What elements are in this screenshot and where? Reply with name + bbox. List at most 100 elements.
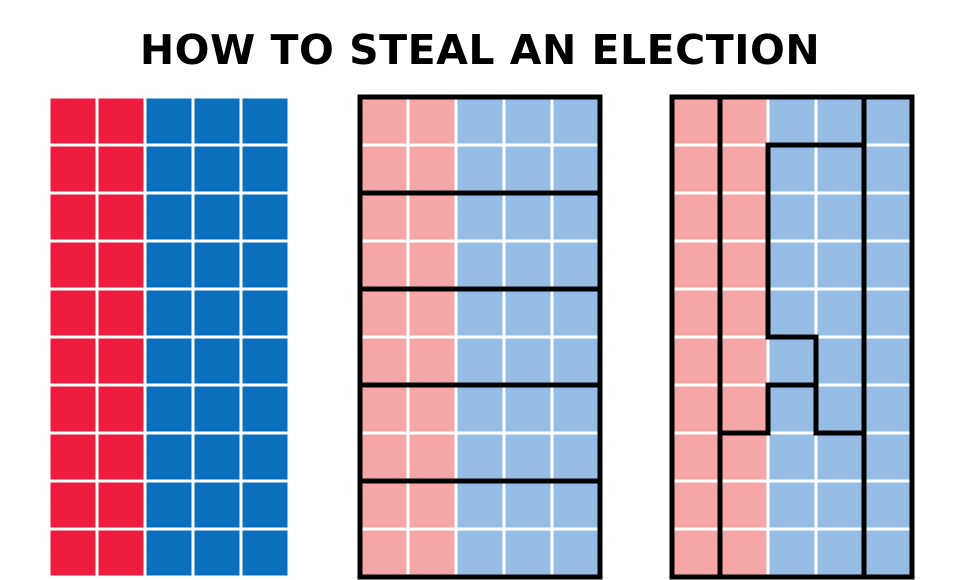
voter-cell-blue <box>817 434 863 480</box>
voter-cell-red <box>50 98 96 144</box>
voter-cell-blue <box>194 386 240 432</box>
voter-cell-blue <box>242 482 288 528</box>
voter-cell-red <box>673 434 719 480</box>
voter-cell-red <box>98 242 144 288</box>
voter-cell-blue <box>505 98 551 144</box>
voter-cell-red <box>50 386 96 432</box>
voter-cell-blue <box>553 146 599 192</box>
voter-cell-red <box>409 146 455 192</box>
voter-cell-blue <box>457 146 503 192</box>
voter-cell-red <box>673 338 719 384</box>
voter-cell-red <box>409 194 455 240</box>
district-boundaries <box>669 94 915 580</box>
voter-cell-red <box>409 530 455 576</box>
voter-cell-blue <box>457 98 503 144</box>
voter-cell-blue <box>769 434 815 480</box>
voter-cell-red <box>673 98 719 144</box>
voter-cell-blue <box>242 146 288 192</box>
voter-cell-blue <box>457 530 503 576</box>
voter-cell-red <box>361 530 407 576</box>
voter-cell-blue <box>865 482 911 528</box>
voter-cell-blue <box>865 194 911 240</box>
voter-cell-red <box>361 290 407 336</box>
voter-cell-red <box>361 242 407 288</box>
voter-cell-blue <box>146 98 192 144</box>
voter-cell-blue <box>242 98 288 144</box>
voter-cell-blue <box>457 242 503 288</box>
voter-cell-red <box>673 242 719 288</box>
voter-cell-blue <box>146 242 192 288</box>
voter-cell-red <box>409 290 455 336</box>
voter-cell-blue <box>505 434 551 480</box>
voter-cell-red <box>721 98 767 144</box>
voter-cell-blue <box>817 530 863 576</box>
voter-cell-blue <box>817 194 863 240</box>
voter-cell-blue <box>553 98 599 144</box>
voter-cell-blue <box>817 98 863 144</box>
voter-cell-blue <box>817 386 863 432</box>
voter-cell-red <box>673 146 719 192</box>
voter-cell-blue <box>146 530 192 576</box>
voter-cell-blue <box>457 482 503 528</box>
voter-cell-blue <box>769 530 815 576</box>
voter-cell-blue <box>146 338 192 384</box>
voter-cell-blue <box>505 242 551 288</box>
voter-cell-red <box>361 146 407 192</box>
voter-cell-blue <box>553 194 599 240</box>
panel-voters <box>50 98 288 576</box>
voter-cell-blue <box>817 338 863 384</box>
voter-cell-blue <box>194 482 240 528</box>
voter-cell-red <box>98 290 144 336</box>
voter-cell-red <box>98 338 144 384</box>
panel-gerrymandered-districts <box>669 94 915 580</box>
voter-cell-red <box>673 290 719 336</box>
voter-cell-red <box>721 338 767 384</box>
voter-cell-blue <box>865 338 911 384</box>
voter-cell-blue <box>817 242 863 288</box>
voter-cell-red <box>98 530 144 576</box>
voter-cell-red <box>98 98 144 144</box>
voter-cell-red <box>361 194 407 240</box>
voter-cell-blue <box>865 386 911 432</box>
voter-cell-blue <box>865 98 911 144</box>
voter-cell-red <box>98 434 144 480</box>
voter-cell-blue <box>457 386 503 432</box>
voter-cell-blue <box>865 290 911 336</box>
district-boundaries <box>357 94 603 580</box>
voter-cell-blue <box>505 482 551 528</box>
voter-cell-red <box>721 146 767 192</box>
title: HOW TO STEAL AN ELECTION <box>139 26 821 74</box>
voter-cell-red <box>98 386 144 432</box>
voter-cell-red <box>721 482 767 528</box>
voter-cell-red <box>50 482 96 528</box>
voter-cell-red <box>50 194 96 240</box>
voter-cell-blue <box>457 194 503 240</box>
voter-cell-blue <box>817 146 863 192</box>
voter-cell-red <box>673 482 719 528</box>
voter-cell-red <box>98 146 144 192</box>
voter-cell-blue <box>865 242 911 288</box>
voter-cell-red <box>673 530 719 576</box>
voter-cell-blue <box>194 290 240 336</box>
voter-cell-blue <box>769 98 815 144</box>
panel-compact-districts <box>357 94 603 580</box>
voter-cell-red <box>409 434 455 480</box>
voter-cell-blue <box>242 434 288 480</box>
voter-cell-blue <box>553 290 599 336</box>
voter-cell-red <box>50 242 96 288</box>
voter-cell-blue <box>194 434 240 480</box>
voter-cell-blue <box>242 530 288 576</box>
voter-cell-red <box>50 530 96 576</box>
voter-cell-red <box>721 290 767 336</box>
voter-cell-blue <box>146 290 192 336</box>
voter-cell-red <box>361 386 407 432</box>
voter-cell-blue <box>553 338 599 384</box>
voter-cell-red <box>721 434 767 480</box>
voter-cell-blue <box>817 482 863 528</box>
voter-cell-red <box>409 482 455 528</box>
voter-cell-blue <box>553 242 599 288</box>
voter-cell-blue <box>769 482 815 528</box>
voter-cell-blue <box>553 386 599 432</box>
